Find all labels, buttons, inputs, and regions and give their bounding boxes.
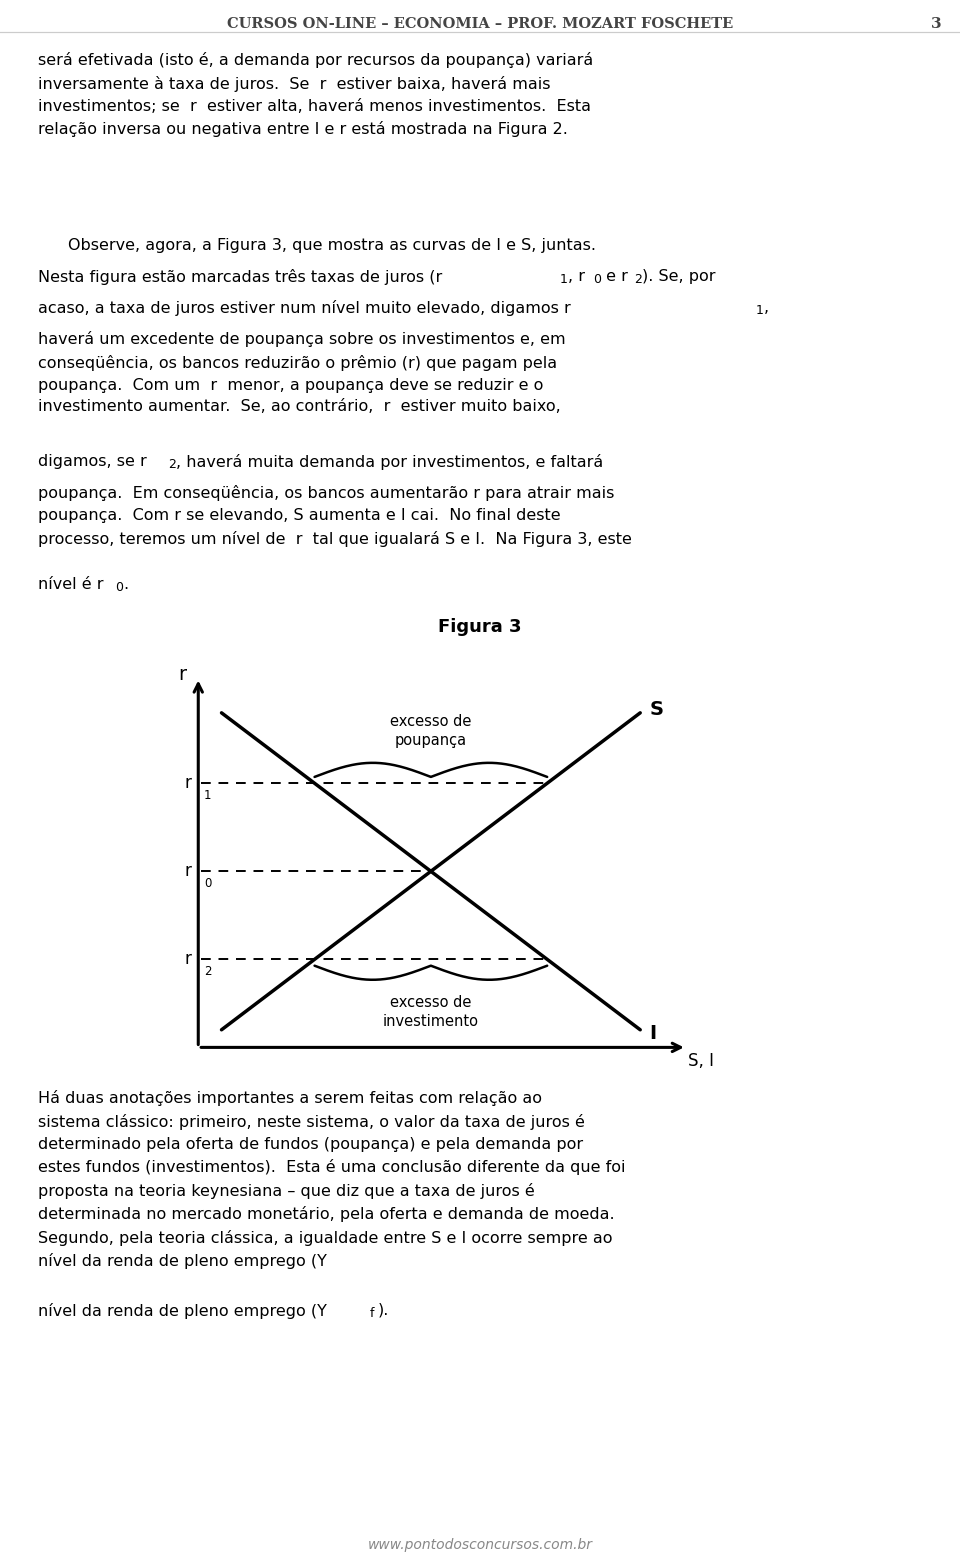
Text: e r: e r	[601, 268, 628, 284]
Text: Nesta figura estão marcadas três taxas de juros (r: Nesta figura estão marcadas três taxas d…	[38, 268, 443, 286]
Text: 3: 3	[931, 17, 942, 31]
Text: 1: 1	[204, 790, 211, 802]
Text: 2: 2	[168, 457, 176, 471]
Text: I: I	[650, 1024, 657, 1043]
Text: .: .	[123, 578, 128, 592]
Text: 2: 2	[204, 965, 211, 979]
Text: , haverá muita demanda por investimentos, e faltará: , haverá muita demanda por investimentos…	[176, 454, 603, 470]
Text: Figura 3: Figura 3	[439, 618, 521, 635]
Text: excesso de
poupança: excesso de poupança	[390, 713, 471, 748]
Text: digamos, se r: digamos, se r	[38, 454, 147, 468]
Text: excesso de
investimento: excesso de investimento	[383, 994, 479, 1029]
Text: 0: 0	[593, 273, 601, 286]
Text: f: f	[370, 1307, 374, 1319]
Text: , r: , r	[568, 268, 585, 284]
Text: 1: 1	[756, 304, 764, 317]
Text: haverá um excedente de poupança sobre os investimentos e, em
conseqüência, os ba: haverá um excedente de poupança sobre os…	[38, 331, 565, 415]
Text: nível é r: nível é r	[38, 578, 104, 592]
Text: 0: 0	[204, 877, 211, 890]
Text: ). Se, por: ). Se, por	[642, 268, 715, 284]
Text: 0: 0	[115, 581, 123, 595]
Text: CURSOS ON-LINE – ECONOMIA – PROF. MOZART FOSCHETE: CURSOS ON-LINE – ECONOMIA – PROF. MOZART…	[227, 17, 733, 31]
Text: r: r	[184, 774, 191, 793]
Text: S: S	[650, 699, 663, 718]
Text: Observe, agora, a Figura 3, que mostra as curvas de I e S, juntas.: Observe, agora, a Figura 3, que mostra a…	[68, 237, 596, 253]
Text: www.pontodosconcursos.com.br: www.pontodosconcursos.com.br	[368, 1538, 592, 1552]
Text: r: r	[184, 951, 191, 968]
Text: Há duas anotações importantes a serem feitas com relação ao
sistema clássico: pr: Há duas anotações importantes a serem fe…	[38, 1090, 626, 1269]
Text: poupança.  Em conseqüência, os bancos aumentarão r para atrair mais
poupança.  C: poupança. Em conseqüência, os bancos aum…	[38, 485, 632, 546]
Text: 2: 2	[634, 273, 642, 286]
Text: ).: ).	[378, 1303, 390, 1317]
Text: acaso, a taxa de juros estiver num nível muito elevado, digamos r: acaso, a taxa de juros estiver num nível…	[38, 300, 571, 315]
Text: r: r	[178, 665, 186, 684]
Text: 1: 1	[560, 273, 568, 286]
Text: ,: ,	[764, 300, 769, 315]
Text: nível da renda de pleno emprego (Y: nível da renda de pleno emprego (Y	[38, 1303, 326, 1319]
Text: será efetivada (isto é, a demanda por recursos da poupança) variará
inversamente: será efetivada (isto é, a demanda por re…	[38, 52, 593, 137]
Text: r: r	[184, 862, 191, 880]
Text: S, I: S, I	[687, 1052, 713, 1071]
